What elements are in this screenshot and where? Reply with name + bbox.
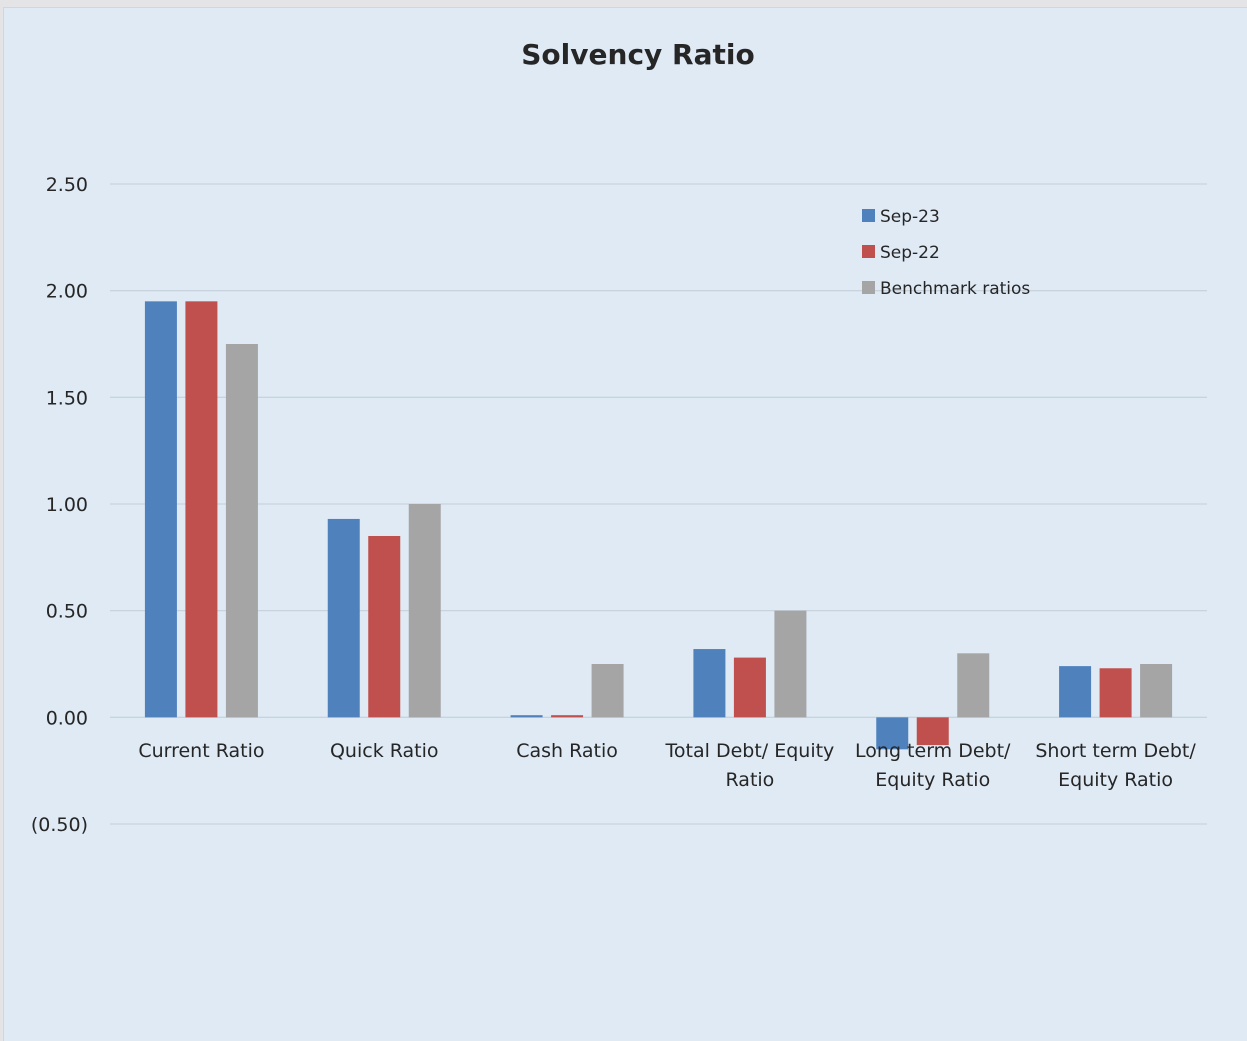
legend-swatch	[862, 281, 875, 294]
y-tick-label: 0.00	[46, 707, 88, 729]
y-tick-label: 1.50	[46, 387, 88, 409]
category-label: Quick Ratio	[330, 740, 439, 762]
bar-sep-22	[185, 301, 218, 718]
bar-sep-22	[733, 657, 766, 718]
y-tick-label: (0.50)	[31, 814, 88, 836]
category-label: Cash Ratio	[516, 740, 618, 762]
bar-sep-22	[368, 535, 401, 718]
y-tick-label: 0.50	[46, 601, 88, 623]
legend-label: Sep-22	[880, 243, 940, 263]
bar-benchmark-ratios	[225, 343, 258, 718]
bar-benchmark-ratios	[1140, 663, 1173, 718]
y-tick-label: 2.00	[46, 281, 88, 303]
y-tick-label: 1.00	[46, 494, 88, 516]
y-tick-label: 2.50	[46, 174, 88, 196]
bar-sep-23	[1059, 666, 1092, 718]
category-label: Short term Debt/	[1035, 740, 1196, 762]
bar-benchmark-ratios	[774, 610, 807, 718]
category-label: Equity Ratio	[875, 769, 990, 791]
category-label: Long term Debt/	[855, 740, 1011, 762]
bar-sep-23	[693, 649, 726, 718]
legend-label: Benchmark ratios	[880, 279, 1030, 299]
bar-sep-23	[510, 715, 543, 718]
bar-sep-23	[876, 717, 909, 750]
category-label: Ratio	[726, 769, 775, 791]
bar-benchmark-ratios	[408, 503, 441, 718]
legend-swatch	[862, 245, 875, 258]
category-label: Equity Ratio	[1058, 769, 1173, 791]
category-label: Total Debt/ Equity	[665, 740, 835, 762]
bar-sep-23	[327, 518, 360, 718]
bar-sep-22	[551, 715, 584, 718]
chart-title: Solvency Ratio	[521, 38, 755, 71]
category-label: Current Ratio	[138, 740, 264, 762]
bar-benchmark-ratios	[957, 653, 990, 718]
bar-sep-22	[1099, 668, 1132, 718]
bar-sep-23	[144, 301, 177, 718]
legend-label: Sep-23	[880, 207, 940, 227]
legend-swatch	[862, 209, 875, 222]
bar-benchmark-ratios	[591, 663, 624, 718]
bar-sep-22	[916, 717, 949, 746]
